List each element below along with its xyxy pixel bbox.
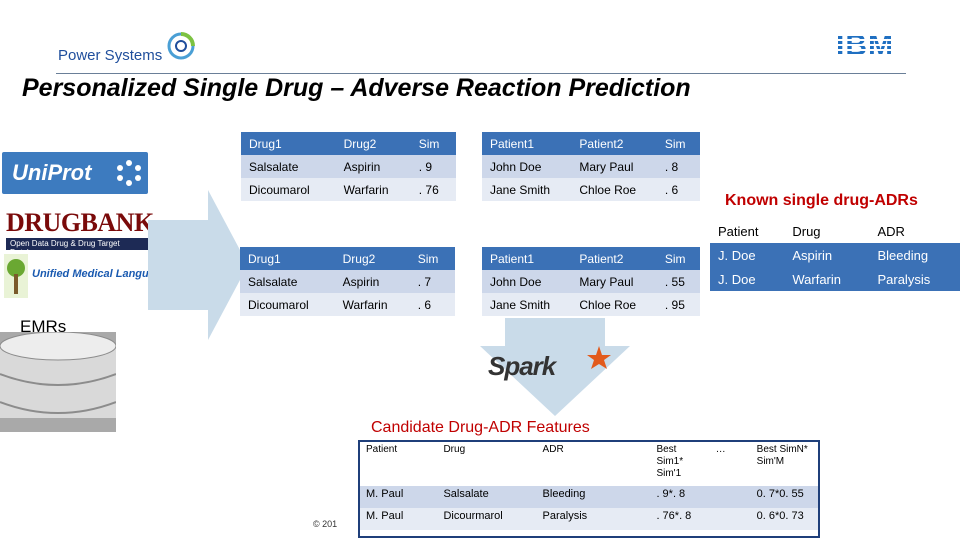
table-header-cell: Sim [409,247,455,270]
drugbank-subtitle-bar [6,238,150,250]
table-header-cell: Best Sim1* Sim'1 [650,442,710,486]
table-cell: Salsalate [241,155,336,178]
sources-arrow [148,190,248,340]
table-cell: . 55 [656,270,700,293]
table-header-cell: Sim [656,132,700,155]
drugbank-logo-text: DRUGBANK [6,208,154,237]
header-rule [56,73,906,74]
table-cell: . 7 [409,270,455,293]
table-header-cell: Patient1 [482,132,572,155]
table-header-cell: Drug [437,442,537,486]
table-header-cell: Drug2 [335,132,411,155]
table-cell: Chloe Roe [571,293,657,316]
spark-funnel-arrow [480,318,630,416]
table-cell: Mary Paul [571,270,657,293]
table-cell: Warfarin [335,178,411,201]
table-header-cell: Patient2 [571,247,657,270]
table-cell: John Doe [482,155,572,178]
table-cell [709,508,751,530]
spark-logo-text: Spark [488,351,556,381]
patient-similarity-table-2: Patient1 Patient2 Sim John Doe Mary Paul. 5… [482,247,700,316]
table-cell: Bleeding [869,243,960,267]
power-systems-logo: Power Systems [56,30,196,66]
table-cell: . 6 [409,293,455,316]
table-cell: . 76 [410,178,456,201]
table-cell: Bleeding [536,486,651,508]
umls-logo: Unified Medical Language System® [2,253,218,299]
umls-tree-icon [4,254,28,298]
power-systems-swirl-icon [167,32,195,60]
candidate-features-panel: Patient Drug ADR Best Sim1* Sim'1 … Best… [358,440,820,538]
page-title: Personalized Single Drug – Adverse React… [22,74,691,102]
table-cell: . 76*. 8 [650,508,710,530]
table-header-cell: ADR [536,442,651,486]
table-cell: . 6 [656,178,700,201]
table-header-cell: Patient1 [482,247,572,270]
uniprot-dots-icon [117,160,141,186]
known-adrs-title: Known single drug-ADRs [725,192,918,209]
table-header-cell: Sim [656,247,700,270]
table-header-cell: Sim [410,132,456,155]
uniprot-logo-text: UniProt [12,160,92,185]
table-cell: . 8 [656,155,700,178]
table-header-cell: … [709,442,751,486]
uniprot-logo: UniProt [2,152,148,194]
patient-similarity-table-1: Patient1 Patient2 Sim John Doe Mary Paul. 8… [482,132,700,201]
known-adrs-table: Patient Drug ADR J. Doe Aspirin Bleeding J. … [710,219,960,291]
table-header-cell: Patient2 [571,132,657,155]
drug-similarity-table-2: Drug1 Drug2 Sim Salsalate Aspirin. 7 Dicoum… [240,247,455,316]
table-cell: M. Paul [360,508,438,530]
emrs-label: EMRs [20,317,67,336]
spark-logo: Spark [488,345,628,385]
table-cell: . 95 [656,293,700,316]
table-cell: Warfarin [334,293,410,316]
table-cell: Paralysis [536,508,651,530]
table-cell: Dicoumarol [241,178,336,201]
table-cell: John Doe [482,270,572,293]
table-cell: . 9 [410,155,456,178]
ibm-logo: IBM [836,29,894,62]
candidate-features-table: Patient Drug ADR Best Sim1* Sim'1 … Best… [360,442,818,530]
table-cell: Mary Paul [571,155,657,178]
table-cell: Chloe Roe [571,178,657,201]
table-header-cell: Drug1 [240,247,335,270]
brand-name: Power Systems [58,47,163,64]
copyright-text: © 201 [313,519,338,529]
emr-database-icon [0,332,116,432]
table-cell: J. Doe [710,267,785,291]
table-cell: Salsalate [437,486,537,508]
table-header-cell: Best SimN* Sim'M [750,442,818,486]
table-cell: Aspirin [784,243,870,267]
table-cell [709,486,751,508]
table-cell: 0. 6*0. 73 [750,508,818,530]
table-header-cell: Patient [360,442,438,486]
table-cell: 0. 7*0. 55 [750,486,818,508]
table-header-cell: Drug [784,219,870,243]
table-cell: Aspirin [334,270,410,293]
table-cell: Jane Smith [482,178,572,201]
table-cell: Salsalate [240,270,335,293]
table-cell: Jane Smith [482,293,572,316]
table-cell: M. Paul [360,486,438,508]
candidate-features-title: Candidate Drug-ADR Features [371,419,590,436]
drugbank-logo: DRUGBANK Open Data Drug & Drug Target Da… [2,204,154,257]
table-header-cell: ADR [869,219,960,243]
table-cell: . 9*. 8 [650,486,710,508]
table-header-cell: Drug1 [241,132,336,155]
table-cell: Aspirin [335,155,411,178]
spark-star-icon [587,346,611,369]
table-cell: Dicoumarol [240,293,335,316]
table-cell: Warfarin [784,267,870,291]
table-cell: J. Doe [710,243,785,267]
table-cell: Dicourmarol [437,508,537,530]
drug-similarity-table-1: Drug1 Drug2 Sim Salsalate Aspirin. 9 Dicoum… [241,132,456,201]
table-header-cell: Patient [710,219,785,243]
drugbank-subtitle: Open Data Drug & Drug Target Database [10,239,120,257]
table-header-cell: Drug2 [334,247,410,270]
table-cell: Paralysis [869,267,960,291]
